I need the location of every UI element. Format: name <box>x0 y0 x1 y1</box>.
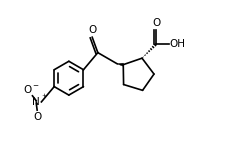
Text: O$^-$: O$^-$ <box>23 83 40 95</box>
Text: N: N <box>32 97 40 107</box>
Text: O: O <box>152 18 160 28</box>
Polygon shape <box>117 63 123 66</box>
Text: OH: OH <box>170 39 186 49</box>
Text: O: O <box>34 112 42 122</box>
Text: $^+$: $^+$ <box>40 93 47 102</box>
Text: O: O <box>88 25 96 35</box>
